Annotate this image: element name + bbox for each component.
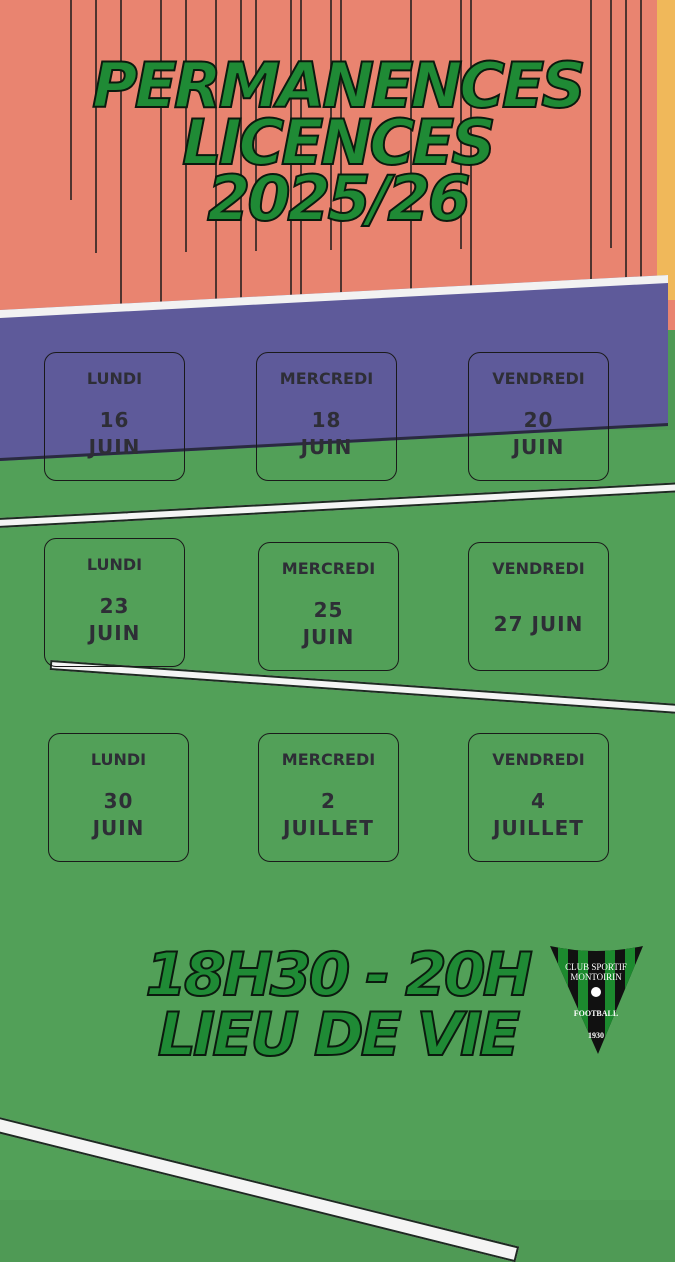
date-label: 16 JUIN [45,407,184,461]
logo-text: FOOTBALL [574,1009,618,1018]
date-line-2: JUIN [300,435,353,459]
streak [95,0,97,253]
date-line-2: JUILLET [493,816,584,840]
date-label: 18 JUIN [257,407,396,461]
streak [290,0,292,304]
day-label: VENDREDI [492,750,585,769]
streak [120,0,122,306]
date-line-2: JUIN [88,621,141,645]
streak [640,0,642,354]
date-label: 23 JUIN [45,593,184,647]
streak [470,0,472,302]
schedule-card: MERCREDI 18 JUIN [256,352,397,481]
day-label: MERCREDI [281,750,376,769]
date-line-1: 2 [321,789,336,813]
logo-text: 1930 [588,1031,604,1040]
date-line-1: 30 [103,789,134,813]
streak [610,0,612,248]
date-line-1: 25 [313,598,344,622]
place-text: LIEU DE VIE [157,1000,522,1070]
streak [460,0,462,249]
streak [215,0,217,305]
date-label: 20 JUIN [469,407,608,461]
schedule-card: LUNDI 16 JUIN [44,352,185,481]
background-wall [0,0,675,330]
background-field [0,430,675,1200]
date-line-1: 18 [311,408,342,432]
schedule-card: LUNDI 23 JUIN [44,538,185,667]
schedule-card: MERCREDI 2 JUILLET [258,733,399,862]
date-line-2: JUIN [92,816,145,840]
club-logo: CLUB SPORTIF MONTOIRIN FOOTBALL 1930 [550,946,643,1054]
date-label: 30 JUIN [49,788,188,842]
streak [590,0,592,355]
schedule-card: VENDREDI 4 JUILLET [468,733,609,862]
date-line-2: JUIN [88,435,141,459]
date-line-1: 23 [99,594,130,618]
streak [185,0,187,252]
day-label: VENDREDI [492,559,585,578]
background-wall-edge [657,0,675,300]
date-line-1: 20 [523,408,554,432]
date-label: 27 JUIN [469,611,608,638]
title-line-3: 2025/26 [206,162,471,235]
day-label: MERCREDI [281,559,376,578]
streak [300,0,302,357]
schedule-card: VENDREDI 20 JUIN [468,352,609,481]
date-label: 2 JUILLET [259,788,398,842]
date-line-2: JUIN [512,435,565,459]
streak [625,0,627,301]
schedule-card: VENDREDI 27 JUIN [468,542,609,671]
date-label: 25 JUIN [259,597,398,651]
date-line-1: 27 JUIN [493,612,584,636]
day-label: LUNDI [86,369,143,388]
day-label: VENDREDI [492,369,585,388]
date-line-2: JUIN [302,625,355,649]
streak [240,0,242,358]
streak [340,0,342,303]
day-label: MERCREDI [279,369,374,388]
title-line-2: LICENCES [181,106,497,179]
hours-text: 18H30 - 20H [144,940,534,1010]
day-label: LUNDI [86,555,143,574]
streak [410,0,412,356]
streak [330,0,332,250]
date-line-1: 4 [531,789,546,813]
date-line-1: 16 [99,408,130,432]
date-line-2: JUILLET [283,816,374,840]
schedule-card: MERCREDI 25 JUIN [258,542,399,671]
streak [70,0,72,200]
streak [160,0,162,359]
day-label: LUNDI [90,750,147,769]
date-label: 4 JUILLET [469,788,608,842]
logo-text: MONTOIRIN [570,972,622,982]
football-icon [591,987,601,997]
title-line-1: PERMANENCES [91,49,587,122]
logo-text: CLUB SPORTIF [565,962,627,972]
schedule-card: LUNDI 30 JUIN [48,733,189,862]
streak [255,0,257,251]
